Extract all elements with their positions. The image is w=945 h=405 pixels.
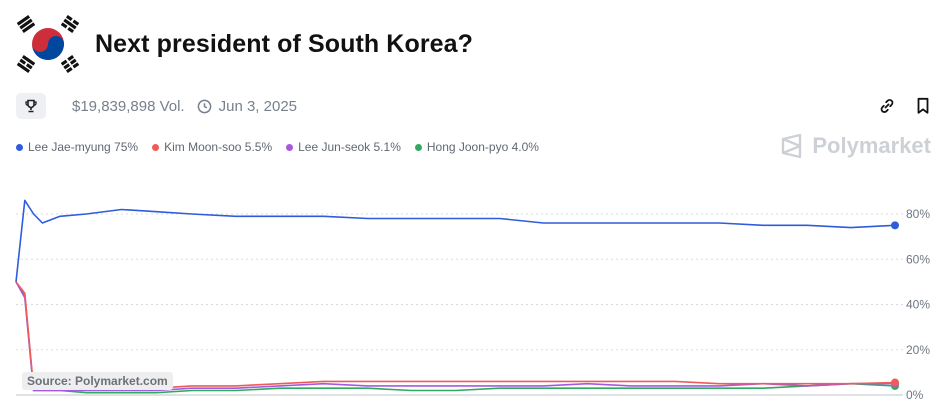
legend-item-lee-jae-myung: Lee Jae-myung 75% bbox=[16, 140, 138, 154]
market-title: Next president of South Korea? bbox=[95, 29, 474, 58]
y-tick-label: 80% bbox=[906, 207, 930, 221]
end-date: Jun 3, 2025 bbox=[197, 98, 297, 115]
copy-link-button[interactable] bbox=[877, 96, 897, 116]
legend-label: Lee Jae-myung 75% bbox=[28, 140, 139, 154]
legend-dot bbox=[286, 143, 294, 151]
legend-label: Lee Jun-seok 5.1% bbox=[298, 140, 401, 154]
end-date-text: Jun 3, 2025 bbox=[218, 97, 298, 115]
south-korea-flag-icon bbox=[16, 14, 80, 74]
volume-text: $19,839,898 Vol. bbox=[72, 97, 185, 115]
series-line-lee-jae-myung bbox=[15, 199, 896, 282]
chart-lines bbox=[15, 199, 896, 394]
y-tick-label: 40% bbox=[906, 298, 930, 312]
market-actions bbox=[877, 96, 933, 116]
series-end-point bbox=[891, 221, 899, 230]
clock-icon bbox=[197, 99, 211, 113]
trophy-button[interactable] bbox=[16, 93, 46, 119]
y-tick-label: 0% bbox=[906, 388, 924, 402]
chart-grid bbox=[16, 213, 903, 396]
polymarket-logo-icon bbox=[782, 133, 802, 159]
legend-dot bbox=[152, 143, 160, 151]
y-tick-label: 60% bbox=[906, 252, 930, 266]
chart-y-ticks: 0% 20% 40% 60% 80% bbox=[906, 207, 930, 402]
legend-label: Hong Joon-pyo 4.0% bbox=[426, 140, 539, 154]
legend-dot bbox=[414, 143, 422, 151]
legend-item-lee-jun-seok: Lee Jun-seok 5.1% bbox=[286, 140, 401, 154]
bookmark-icon bbox=[917, 97, 929, 114]
series-line-lee-jun-seok bbox=[15, 281, 896, 392]
trophy-icon bbox=[25, 99, 37, 113]
legend-dot bbox=[16, 143, 23, 151]
polymarket-watermark: Polymarket bbox=[780, 133, 931, 159]
market-meta: $19,839,898 Vol. Jun 3, 2025 bbox=[16, 92, 297, 120]
brand-name: Polymarket bbox=[812, 133, 931, 158]
market-header: Next president of South Korea? bbox=[16, 14, 473, 74]
series-end-point bbox=[891, 378, 899, 387]
source-label: Source: Polymarket.com bbox=[22, 372, 173, 390]
legend-item-hong-joon-pyo: Hong Joon-pyo 4.0% bbox=[414, 140, 539, 154]
link-icon bbox=[880, 99, 894, 113]
chart-legend: Lee Jae-myung 75% Kim Moon-soo 5.5% Lee … bbox=[16, 140, 553, 154]
chart-end-markers bbox=[891, 221, 899, 390]
y-tick-label: 20% bbox=[906, 343, 930, 357]
legend-item-kim-moon-soo: Kim Moon-soo 5.5% bbox=[152, 140, 272, 154]
bookmark-button[interactable] bbox=[913, 96, 933, 116]
legend-label: Kim Moon-soo 5.5% bbox=[164, 140, 273, 154]
